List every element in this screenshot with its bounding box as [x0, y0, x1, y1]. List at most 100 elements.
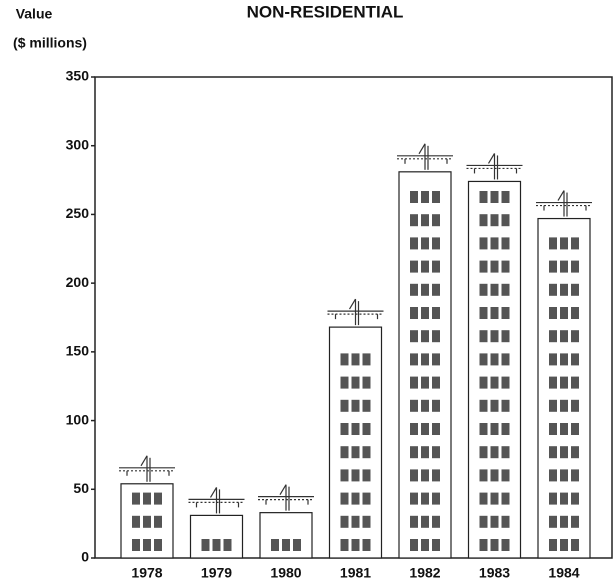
window — [154, 539, 162, 551]
window — [410, 191, 418, 203]
window — [410, 539, 418, 551]
window — [571, 399, 579, 412]
x-tick-label: 1982 — [409, 565, 440, 581]
window — [432, 399, 440, 412]
window — [421, 307, 429, 319]
window — [362, 399, 371, 412]
window — [432, 353, 440, 366]
crane-cable — [279, 484, 287, 495]
window — [432, 515, 440, 528]
window — [212, 539, 221, 551]
window — [560, 330, 568, 343]
x-tick-label: 1983 — [479, 565, 510, 581]
window — [501, 423, 510, 435]
window — [560, 446, 568, 459]
window — [560, 283, 568, 296]
window — [560, 237, 568, 250]
window — [410, 353, 418, 366]
window — [340, 423, 349, 435]
window — [271, 539, 279, 551]
window — [432, 260, 440, 273]
window — [432, 376, 440, 389]
window — [571, 469, 579, 482]
window — [421, 283, 429, 296]
y-axis-label: Value — [16, 6, 53, 22]
window — [490, 539, 499, 551]
window — [490, 307, 499, 319]
window — [351, 469, 360, 482]
window — [410, 237, 418, 250]
window — [479, 191, 488, 203]
x-tick-label: 1979 — [201, 565, 232, 581]
window — [479, 515, 488, 528]
window — [479, 539, 488, 551]
y-tick-label: 250 — [66, 205, 90, 221]
window — [501, 191, 510, 203]
window — [479, 492, 488, 505]
window — [490, 214, 499, 227]
window — [501, 539, 510, 551]
window — [549, 539, 557, 551]
window — [501, 353, 510, 366]
crane-cable — [209, 487, 218, 498]
window — [490, 423, 499, 435]
window — [571, 539, 579, 551]
window — [410, 376, 418, 389]
crane-cable — [487, 153, 496, 164]
window — [549, 307, 557, 319]
window — [143, 515, 151, 528]
x-tick-label: 1981 — [340, 565, 371, 581]
window — [479, 237, 488, 250]
crane-cable — [418, 143, 426, 155]
window — [432, 423, 440, 435]
window — [571, 423, 579, 435]
y-tick-label: 50 — [73, 480, 89, 496]
window — [410, 492, 418, 505]
window — [421, 539, 429, 551]
window — [479, 423, 488, 435]
window — [421, 353, 429, 366]
window — [490, 446, 499, 459]
window — [571, 283, 579, 296]
window — [340, 469, 349, 482]
window — [201, 539, 210, 551]
window — [479, 353, 488, 366]
window — [479, 399, 488, 412]
x-tick-label: 1980 — [270, 565, 301, 581]
window — [549, 492, 557, 505]
window — [501, 399, 510, 412]
window — [490, 330, 499, 343]
window — [410, 423, 418, 435]
crane — [327, 298, 384, 326]
window — [410, 515, 418, 528]
window — [362, 353, 371, 366]
window — [351, 353, 360, 366]
window — [410, 260, 418, 273]
window — [479, 469, 488, 482]
window — [549, 237, 557, 250]
y-tick-label: 100 — [66, 411, 90, 427]
window — [490, 283, 499, 296]
window — [410, 214, 418, 227]
x-tick-label: 1984 — [548, 565, 579, 581]
window — [490, 515, 499, 528]
window — [351, 515, 360, 528]
window — [362, 376, 371, 389]
window — [560, 399, 568, 412]
window — [362, 446, 371, 459]
window — [560, 376, 568, 389]
window — [432, 446, 440, 459]
window — [432, 191, 440, 203]
window — [549, 515, 557, 528]
window — [560, 423, 568, 435]
window — [560, 469, 568, 482]
window — [479, 283, 488, 296]
window — [410, 307, 418, 319]
crane — [119, 455, 175, 482]
window — [132, 539, 140, 551]
window — [490, 353, 499, 366]
window — [421, 214, 429, 227]
window — [501, 376, 510, 389]
y-tick-label: 0 — [81, 549, 89, 565]
window — [571, 492, 579, 505]
